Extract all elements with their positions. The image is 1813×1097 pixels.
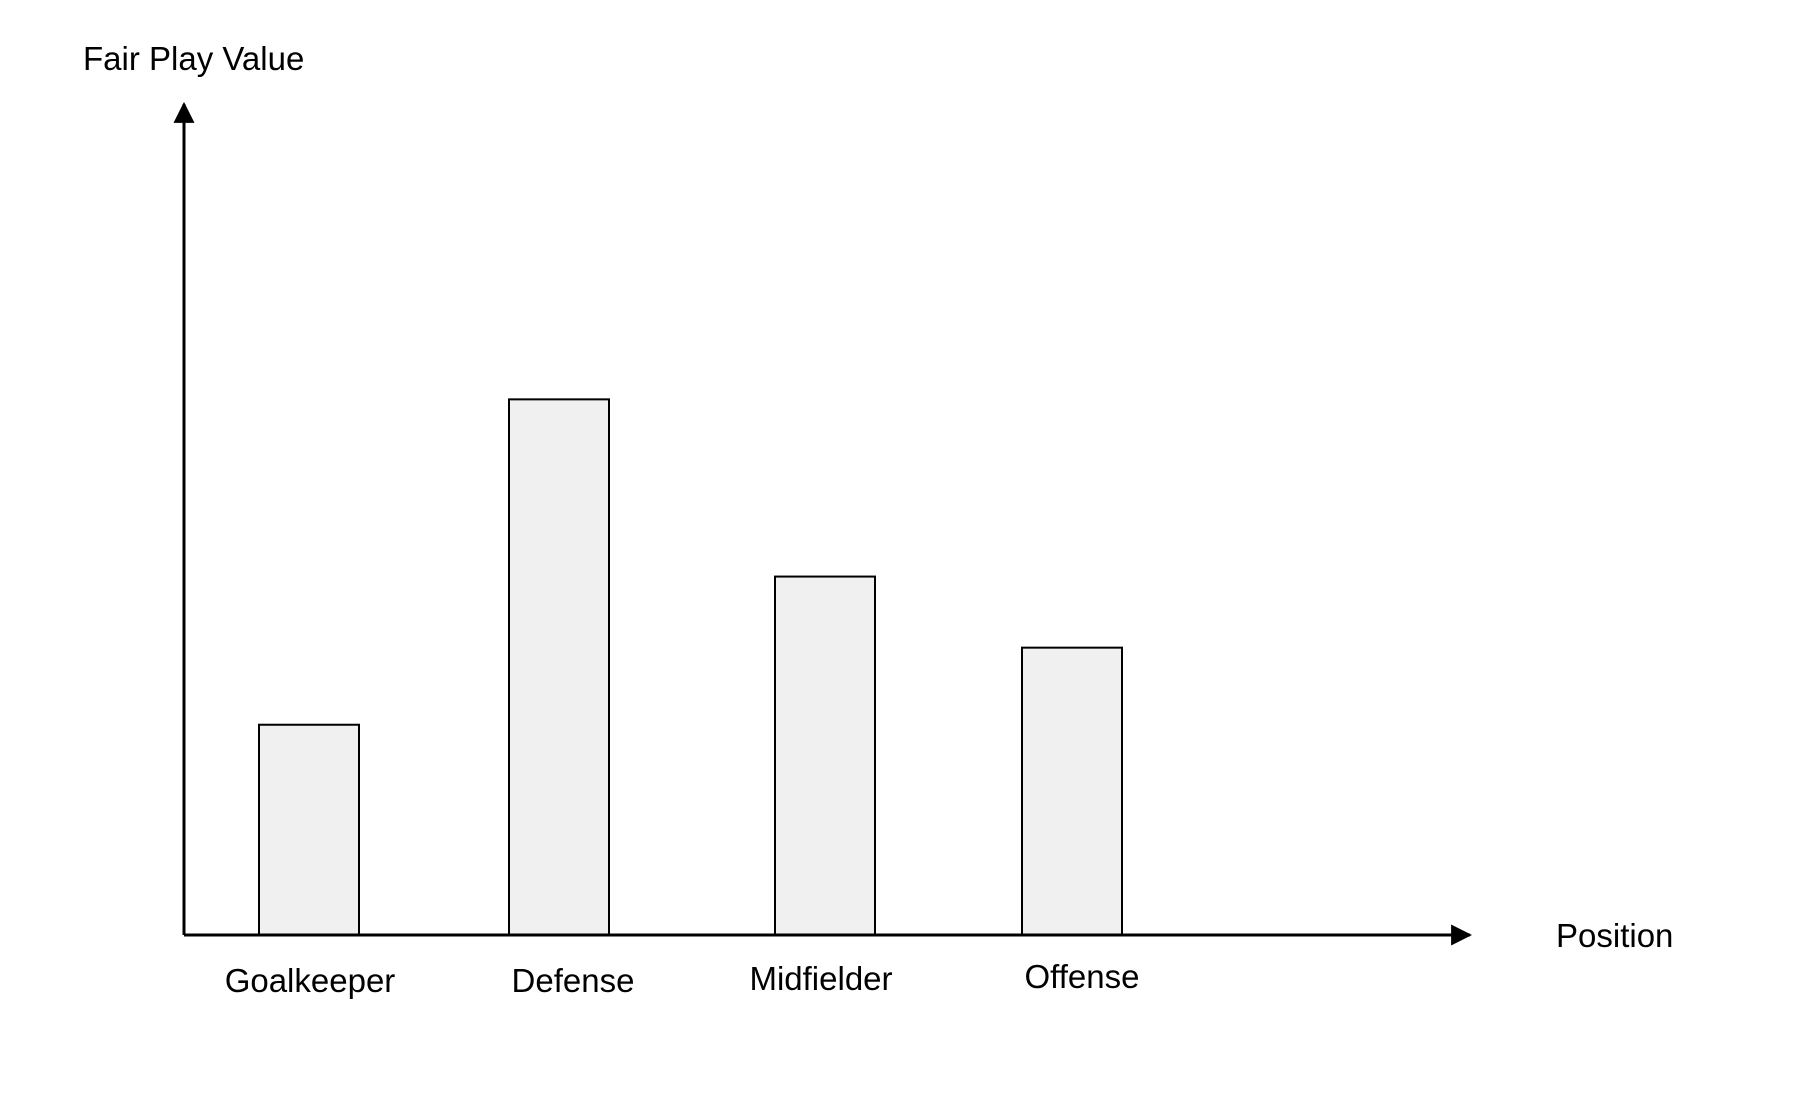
bar-defense — [508, 398, 610, 936]
x-axis-title: Position — [1556, 917, 1673, 954]
bar-goalkeeper — [258, 723, 360, 937]
x-tick-label-goalkeeper: Goalkeeper — [225, 962, 396, 999]
y-axis-title: Fair Play Value — [83, 40, 304, 77]
x-tick-label-offense: Offense — [1025, 958, 1140, 995]
bar-midfielder — [774, 575, 876, 936]
bar-offense — [1021, 646, 1123, 937]
x-tick-label-midfielder: Midfielder — [749, 960, 892, 997]
x-tick-label-defense: Defense — [512, 962, 635, 999]
x-tick-labels-group: Goalkeeper Defense Midfielder Offense — [225, 958, 1140, 999]
bars-group — [258, 398, 1123, 937]
